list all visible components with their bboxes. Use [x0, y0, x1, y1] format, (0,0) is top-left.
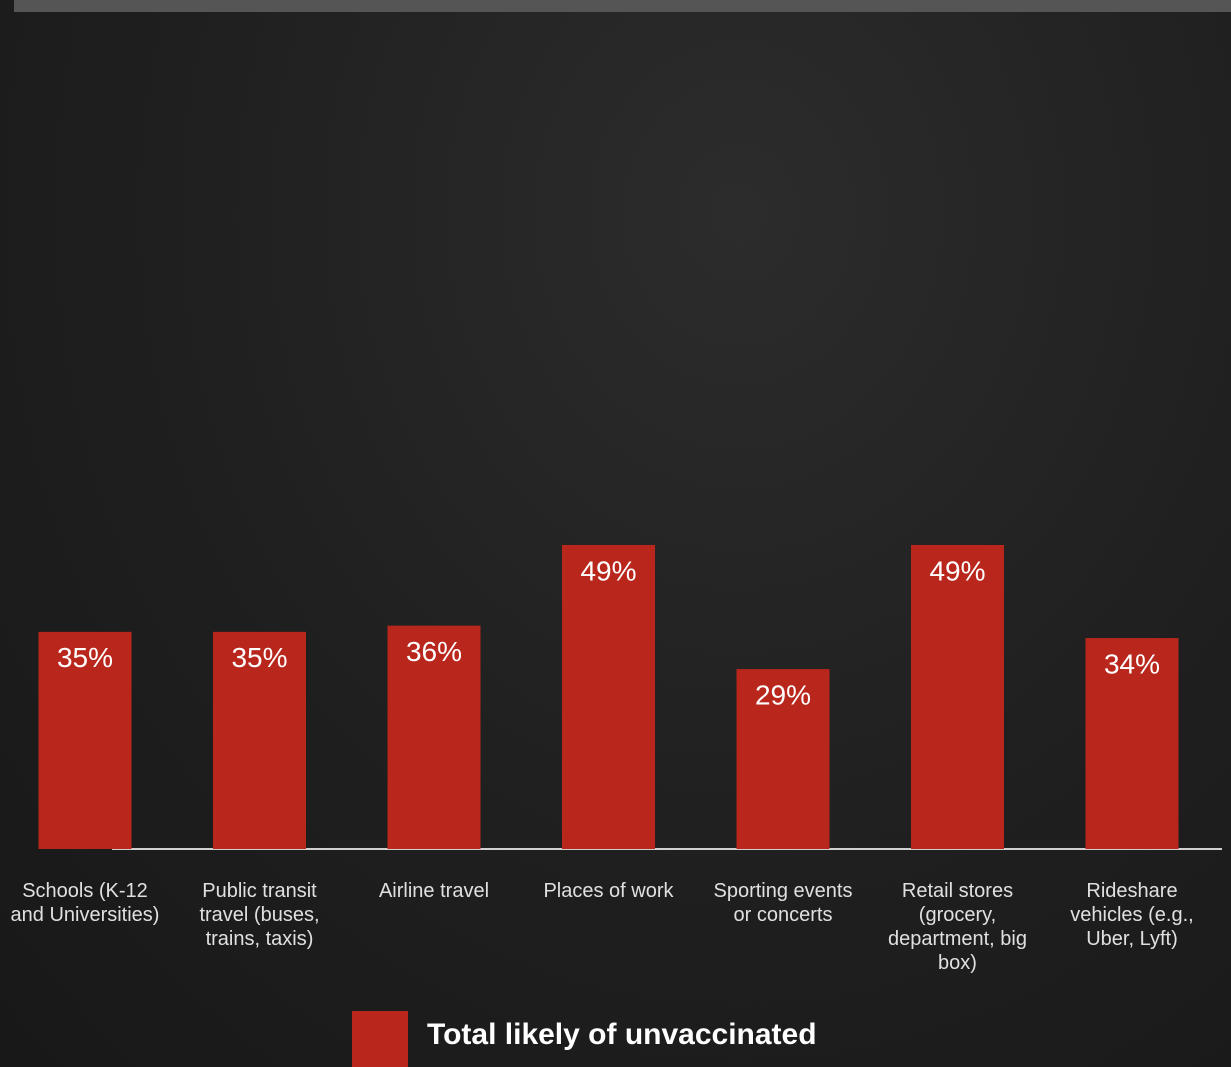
value-label: 36% [406, 636, 462, 667]
category-label: Schools (K-12 and Universities) [10, 880, 160, 926]
bar [387, 625, 481, 849]
legend-swatch [352, 1011, 408, 1067]
category-label: Sporting events or concerts [713, 880, 853, 926]
bar [38, 631, 132, 849]
value-label: 35% [57, 642, 113, 673]
category-label: Retail stores (grocery, department, big … [888, 880, 1027, 974]
category-label: Airline travel [378, 880, 490, 902]
value-label: 34% [1104, 648, 1160, 679]
bar [562, 545, 655, 849]
value-label: 29% [755, 679, 811, 710]
legend-label: Total likely of unvaccinated [427, 1018, 817, 1051]
bar [1085, 638, 1179, 849]
top-band [14, 0, 1231, 12]
category-label: Rideshare vehicles (e.g., Uber, Lyft) [1070, 880, 1194, 950]
category-label: Public transit travel (buses, trains, ta… [199, 880, 320, 950]
bar [736, 669, 830, 849]
bar [213, 631, 306, 849]
value-label: 49% [929, 555, 985, 586]
value-label: 35% [231, 642, 287, 673]
value-label: 49% [580, 555, 636, 586]
category-label: Places of work [543, 880, 674, 902]
bar [911, 545, 1004, 849]
